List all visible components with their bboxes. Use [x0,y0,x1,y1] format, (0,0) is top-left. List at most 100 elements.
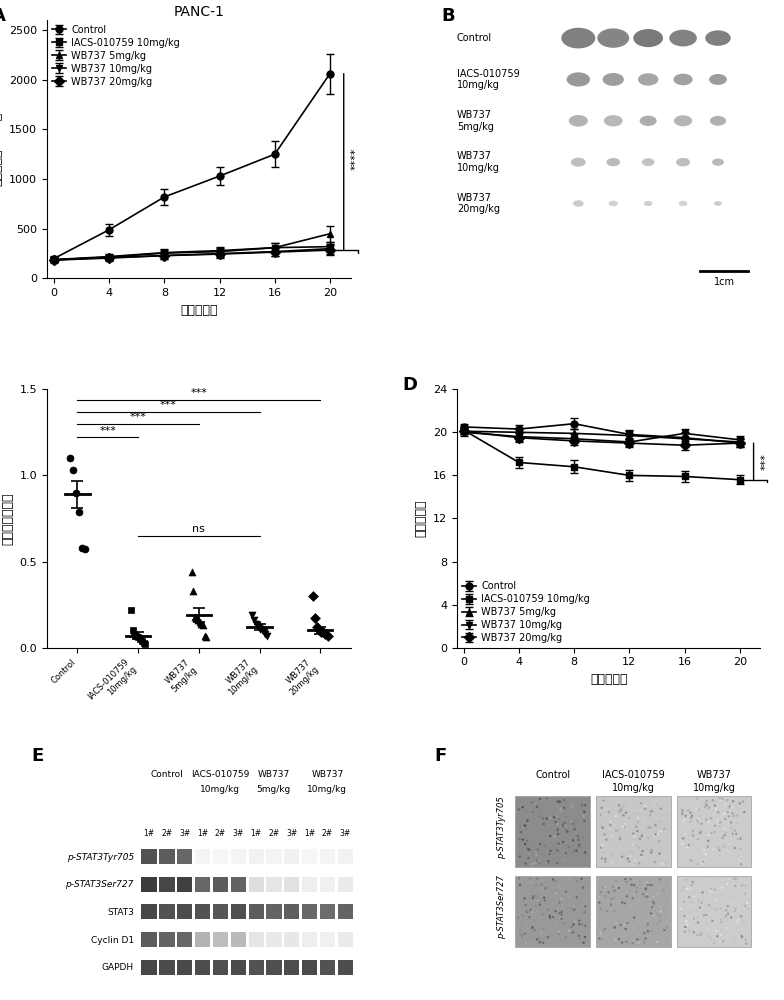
Point [718,838,731,854]
Point [691,815,704,831]
Point [619,805,632,821]
Point [594,926,607,942]
Point [551,816,564,832]
Bar [249,960,263,975]
Point [707,806,720,822]
Point [653,833,666,849]
Point [700,797,713,813]
Point [531,931,543,947]
Point [657,855,670,871]
Text: 3#: 3# [339,829,350,838]
Bar [141,960,157,975]
Point [597,820,609,836]
Point [603,913,615,929]
Point [608,919,621,935]
Text: 3#: 3# [233,829,244,838]
Point [535,932,548,948]
Point [604,814,617,830]
Point [626,836,639,852]
Point [517,819,530,835]
Point [717,850,729,866]
Point [639,801,652,817]
Point [551,848,564,864]
Point [544,810,557,826]
Point [731,915,743,931]
Bar [302,960,318,975]
Point [597,793,610,809]
Point [188,609,201,625]
Point [619,882,631,898]
Point [714,814,727,830]
Bar [159,849,175,864]
Point [741,895,753,911]
Ellipse shape [571,158,586,167]
Point [555,907,568,923]
Point [197,617,209,633]
Point [723,935,735,951]
Bar [195,849,210,864]
Text: GAPDH: GAPDH [102,963,134,972]
Point [633,840,645,856]
Point [696,884,709,900]
Bar [267,932,281,947]
Point [557,842,570,858]
Point [539,880,552,896]
Point [565,813,578,829]
Point [521,903,534,919]
Point [650,917,662,933]
Point [623,818,636,834]
Point [697,912,710,928]
Point [649,818,662,834]
Point [699,796,712,812]
Point [633,831,646,847]
Bar [596,796,670,867]
Point [521,813,534,829]
Text: ***: *** [191,388,207,398]
Point [702,928,715,944]
Point [546,871,559,887]
Point [529,795,542,811]
Ellipse shape [674,115,692,126]
Point [722,906,735,922]
Point [613,931,626,947]
Ellipse shape [603,73,624,86]
Point [741,895,753,911]
Point [649,854,662,870]
Point [686,874,699,890]
Point [531,871,543,887]
Point [700,812,713,828]
Point [526,920,539,936]
Point [678,894,691,910]
Point [730,799,742,815]
Ellipse shape [608,201,618,206]
Point [531,932,543,948]
Point [702,920,714,936]
Point [652,886,664,902]
Point [636,828,648,844]
Point [557,834,569,850]
Point [579,904,591,920]
Point [640,881,652,897]
Point [735,908,747,924]
Point [710,902,722,918]
Point [622,851,634,867]
Point [64,450,76,466]
Point [552,821,564,837]
Point [739,896,751,912]
Point [554,819,567,835]
Point [659,855,672,871]
Point [674,901,687,917]
Point [565,919,578,935]
Point [533,894,546,910]
Point [682,802,695,818]
Point [535,881,548,897]
Point [256,622,268,638]
Point [718,827,731,843]
Point [721,823,734,839]
Point [619,819,631,835]
Point [252,619,265,635]
Bar [230,877,246,892]
Point [730,826,742,842]
Text: B: B [441,7,456,25]
Point [634,876,647,892]
